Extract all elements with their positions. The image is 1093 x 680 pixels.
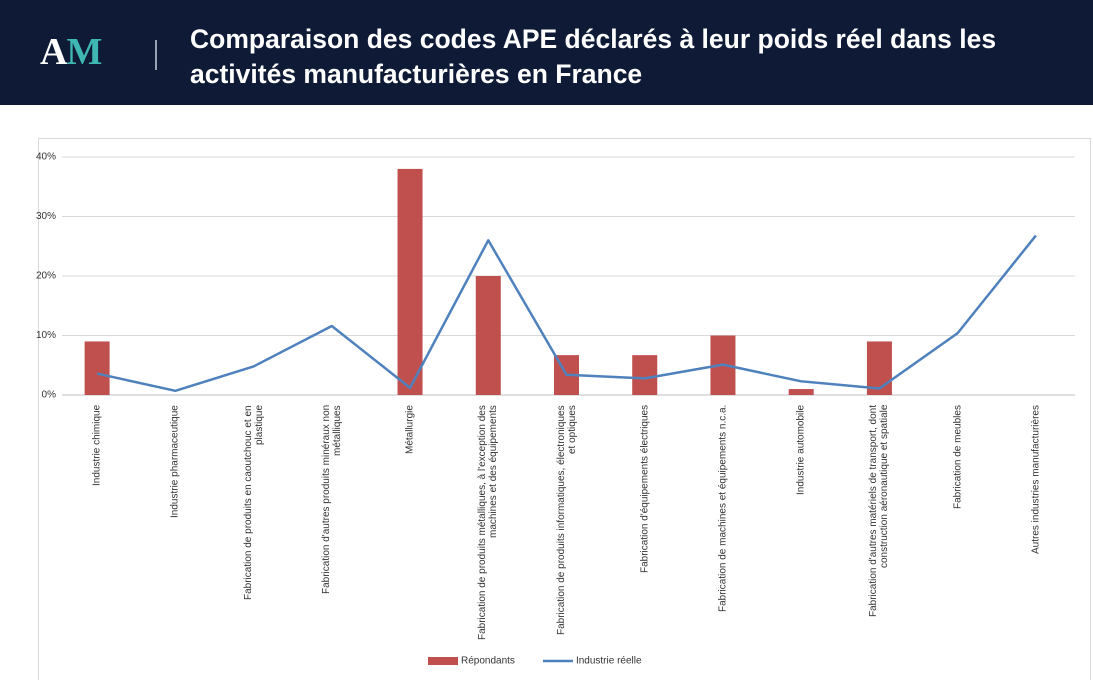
- bar: [84, 341, 110, 395]
- x-tick-label: Fabrication de produits métalliques, à l…: [477, 405, 500, 640]
- x-tick-label: Industrie pharmaceutique: [169, 405, 181, 518]
- x-tick-label: Industrie chimique: [91, 405, 103, 487]
- y-tick-label: 30%: [36, 211, 56, 222]
- x-tick-label: Fabrication de machines et équipements n…: [717, 405, 729, 613]
- y-tick-label: 0%: [42, 390, 57, 401]
- y-tick-label: 20%: [36, 271, 56, 282]
- legend-swatch: [428, 657, 458, 665]
- x-tick-label: Fabrication de produits informatiques, é…: [555, 405, 578, 635]
- legend-label: Répondants: [461, 656, 515, 667]
- x-tick-label: Fabrication de meubles: [952, 405, 964, 509]
- x-tick-label: Fabrication d'autres matériels de transp…: [868, 405, 891, 618]
- x-tick-label: Industrie automobile: [795, 405, 807, 496]
- x-tick-label: Fabrication de produits en caoutchouc et…: [242, 405, 265, 600]
- x-tick-label: Fabrication d'équipements électriques: [639, 405, 651, 574]
- bar: [397, 168, 423, 395]
- bar: [632, 355, 658, 395]
- title: Comparaison des codes APE déclarés à leu…: [190, 24, 997, 89]
- x-tick-label: Métallurgie: [404, 405, 416, 454]
- x-tick-label: Fabrication d'autres produits minéraux n…: [320, 405, 343, 595]
- y-tick-label: 10%: [36, 330, 56, 341]
- legend-label: Industrie réelle: [576, 656, 642, 667]
- separator: [155, 40, 157, 70]
- logo: AM: [40, 31, 102, 73]
- header: AM Comparaison des codes APE déclarés à …: [0, 0, 1093, 105]
- bar: [788, 389, 814, 395]
- chart-frame: [38, 138, 1091, 680]
- line: [96, 234, 1037, 393]
- y-tick-label: 40%: [36, 152, 56, 163]
- x-tick-label: Autres industries manufacturières: [1030, 405, 1042, 554]
- bar: [475, 276, 501, 395]
- bar: [866, 341, 892, 395]
